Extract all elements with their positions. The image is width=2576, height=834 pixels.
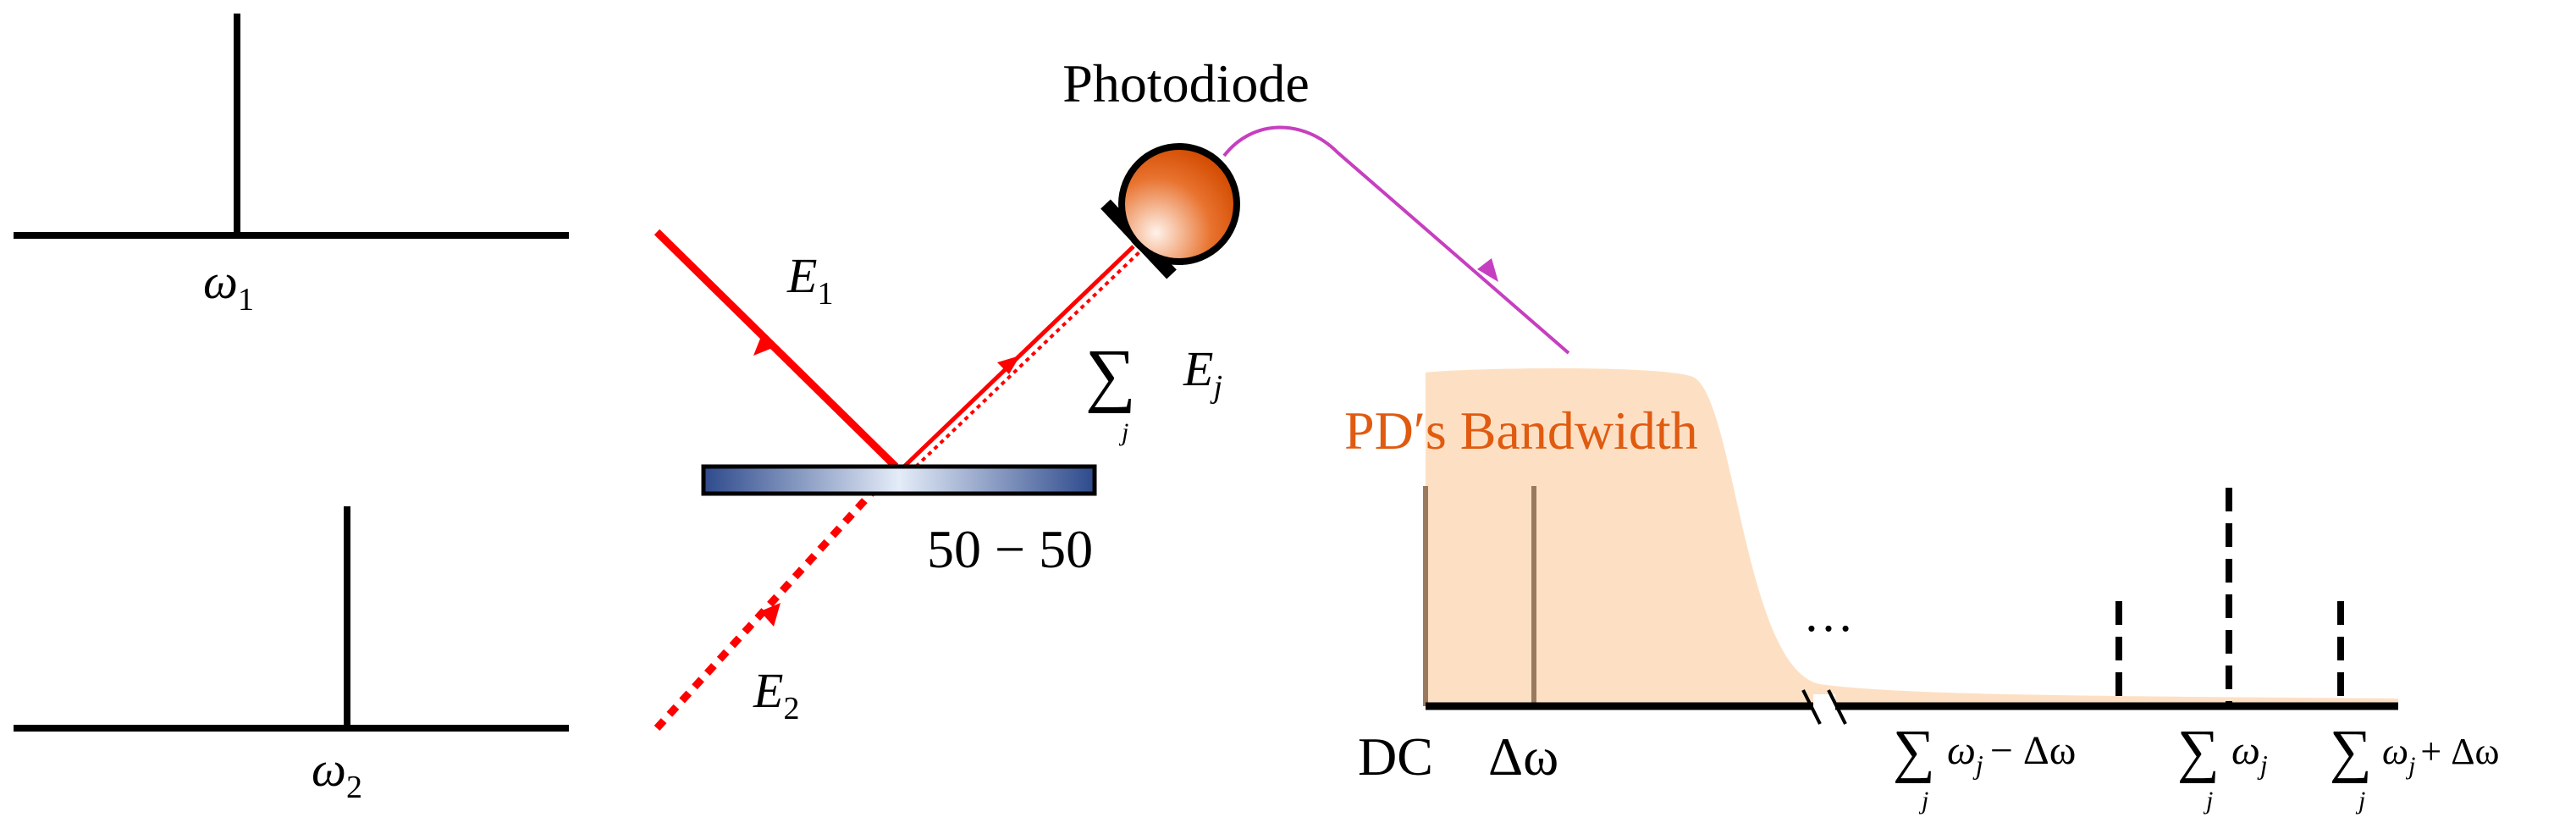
- photodiode-title: Photodiode: [1062, 53, 1310, 113]
- symbol: ω: [312, 742, 346, 797]
- symbol: E: [786, 248, 817, 303]
- subscript: 1: [817, 276, 833, 312]
- spectrum-1: ω1: [14, 14, 569, 318]
- beam-out-dotted: [914, 245, 1147, 468]
- subscript: j: [2405, 752, 2415, 780]
- beam-splitter: [701, 464, 1097, 496]
- e1-label: E1: [786, 248, 833, 312]
- spectrum-2: ω2: [14, 506, 569, 805]
- suffix: + Δω: [2420, 731, 2499, 772]
- axis-break: [1827, 689, 1847, 725]
- bandwidth-label: PD′s Bandwidth: [1344, 400, 1698, 461]
- symbol: ω: [2231, 728, 2260, 773]
- operator: ∑: [2330, 719, 2372, 784]
- beams: E1 E2 ∑ j Ej: [654, 229, 1222, 732]
- arrow: [1477, 258, 1498, 282]
- omega-1-label: ω1: [203, 254, 254, 318]
- arrow: [753, 334, 775, 356]
- operator: ∑: [2177, 719, 2220, 784]
- detection-spectrum: PD′s Bandwidth … DC Δω ∑ j ωj − Δω ∑ j ωj…: [1344, 368, 2500, 815]
- beam-e1: [654, 229, 899, 470]
- omega-2-label: ω2: [312, 742, 362, 805]
- symbol: E: [1183, 341, 1213, 396]
- subscript: 1: [238, 282, 254, 318]
- subscript: j: [1972, 749, 1983, 780]
- sum-minus-label: ∑ j ωj − Δω: [1893, 719, 2076, 815]
- splitter-ratio: 50 − 50: [927, 519, 1093, 579]
- subscript: j: [2257, 749, 2268, 780]
- symbol: ω: [203, 254, 238, 309]
- sum-plus-label: ∑ j ωj + Δω: [2330, 719, 2500, 815]
- subscript: 2: [783, 691, 799, 726]
- index: j: [1918, 787, 1928, 815]
- symbol: ω: [2382, 731, 2408, 772]
- axis-break: [1801, 689, 1822, 725]
- operator: ∑: [1893, 719, 1935, 784]
- dc-label: DC: [1358, 726, 1433, 787]
- delta-label: Δω: [1488, 726, 1558, 787]
- photodiode: Photodiode: [1062, 53, 1570, 355]
- term: ωj − Δω: [1947, 728, 2076, 780]
- detector: [1118, 143, 1240, 265]
- sum-label: ∑ j ωj: [2177, 719, 2268, 815]
- index: j: [2355, 787, 2365, 815]
- operator: ∑: [1085, 335, 1136, 414]
- arrow: [997, 356, 1020, 374]
- term: ωj: [2231, 728, 2268, 780]
- e2-label: E2: [753, 663, 799, 726]
- suffix: − Δω: [1990, 728, 2077, 773]
- signal-cable: [1222, 125, 1570, 355]
- sum-e-label: ∑ j Ej: [1085, 335, 1222, 446]
- beam-e2: [654, 463, 899, 732]
- subscript: 2: [346, 770, 362, 805]
- symbol: ω: [1947, 728, 1976, 773]
- index: j: [1118, 418, 1128, 446]
- index: j: [2203, 787, 2213, 815]
- arrow: [760, 603, 781, 627]
- ellipsis: …: [1803, 586, 1854, 642]
- term: Ej: [1183, 341, 1222, 405]
- bandwidth-area: [1426, 368, 2398, 706]
- term: ωj + Δω: [2382, 731, 2500, 780]
- symbol: E: [753, 663, 783, 718]
